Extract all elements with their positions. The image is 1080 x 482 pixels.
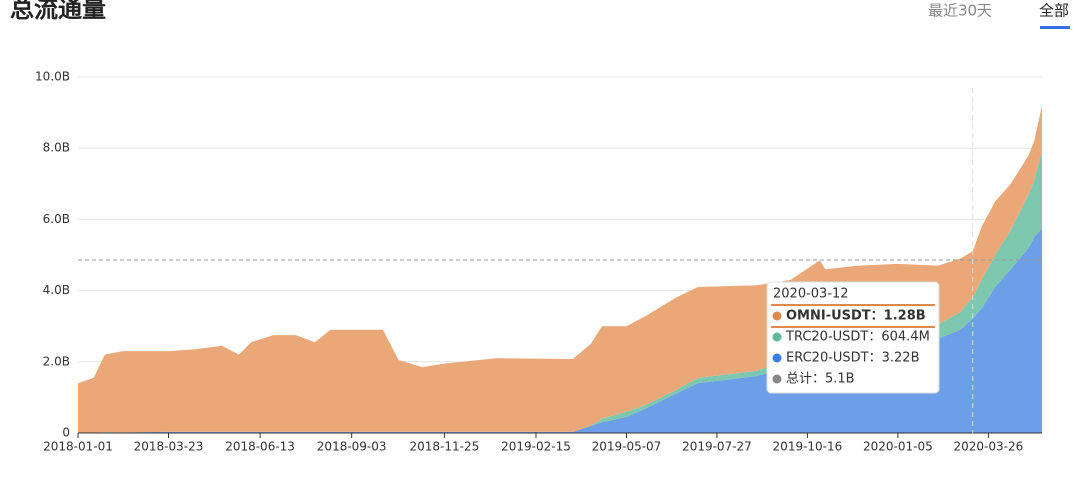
x-tick-label: 2019-10-16 bbox=[773, 440, 843, 454]
tooltip-date: 2020-03-12 bbox=[773, 287, 849, 302]
tab-active[interactable]: 全部 bbox=[1039, 2, 1069, 20]
x-tick-label: 2019-07-27 bbox=[682, 440, 752, 454]
x-tick-label: 2020-01-05 bbox=[863, 440, 933, 454]
y-tick-label: 8.0B bbox=[43, 141, 70, 155]
x-tick-label: 2018-03-23 bbox=[134, 440, 204, 454]
x-tick-label: 2018-09-03 bbox=[317, 440, 387, 454]
y-tick-label: 0 bbox=[62, 426, 70, 440]
tooltip-row: 总计：5.1B bbox=[786, 372, 855, 387]
x-tick-label: 2019-02-15 bbox=[501, 440, 571, 454]
tooltip-row: ERC20-USDT：3.22B bbox=[786, 351, 920, 366]
y-tick-label: 6.0B bbox=[43, 212, 70, 226]
x-tick-label: 2019-05-07 bbox=[592, 440, 662, 454]
x-tick-label: 2020-03-26 bbox=[954, 440, 1024, 454]
legend-dot bbox=[772, 353, 782, 363]
tab-underline bbox=[1040, 26, 1070, 29]
y-tick-label: 4.0B bbox=[43, 283, 70, 297]
x-tick-label: 2018-11-25 bbox=[410, 440, 480, 454]
y-tick-label: 2.0B bbox=[43, 354, 70, 368]
tooltip bbox=[766, 281, 940, 394]
x-tick-label: 2018-01-01 bbox=[43, 440, 113, 454]
tab[interactable]: 最近30天 bbox=[928, 2, 992, 20]
legend-dot bbox=[772, 311, 782, 321]
legend-dot bbox=[772, 332, 782, 342]
tooltip-row: OMNI-USDT：1.28B bbox=[786, 309, 926, 324]
x-tick-label: 2018-06-13 bbox=[225, 440, 295, 454]
legend-dot bbox=[772, 374, 782, 384]
page-title: 总流通量 bbox=[10, 0, 106, 23]
y-tick-label: 10.0B bbox=[35, 70, 70, 84]
tooltip-row: TRC20-USDT：604.4M bbox=[785, 330, 930, 345]
